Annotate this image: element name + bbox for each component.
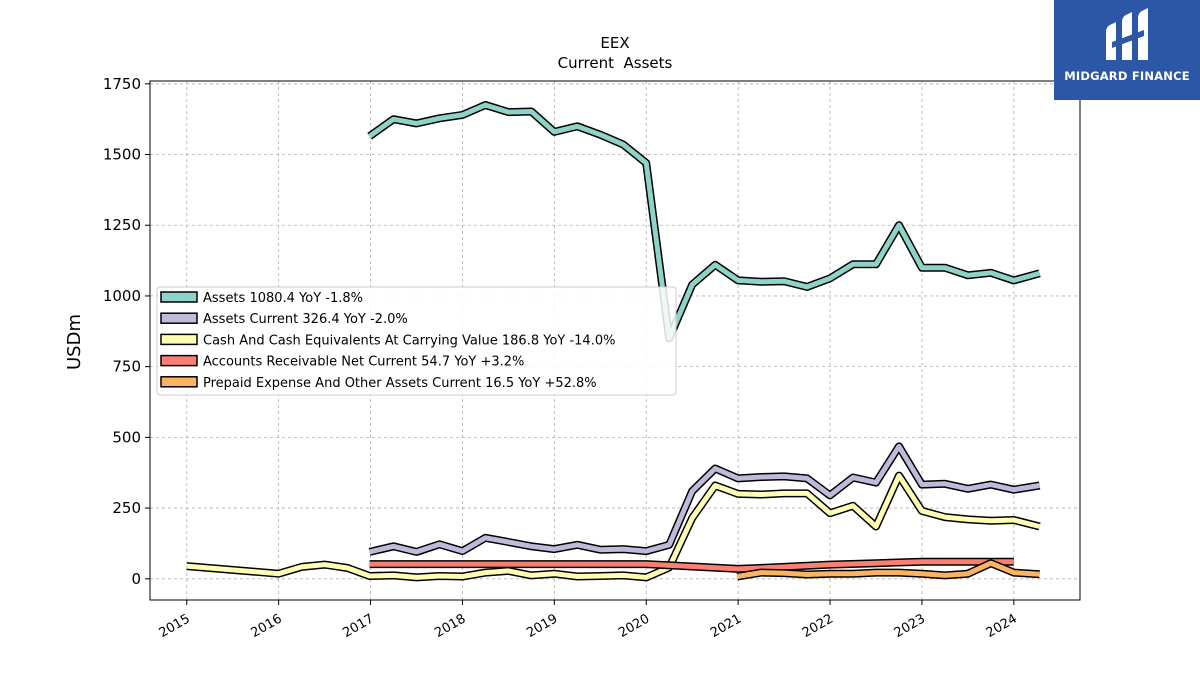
y-tick-label: 1750 xyxy=(103,75,141,93)
brand-name: MIDGARD FINANCE xyxy=(1064,69,1190,83)
legend-swatch xyxy=(160,291,198,303)
chart-title: EEX xyxy=(600,34,629,52)
y-tick-label: 0 xyxy=(131,570,141,588)
chart-subtitle: Current Assets xyxy=(558,54,673,72)
series-3 xyxy=(369,557,1014,573)
y-axis: 0 250 500 750 1000 1250 1500 1750 xyxy=(103,75,150,588)
x-tick-label: 2019 xyxy=(524,611,560,641)
legend-swatch xyxy=(160,333,198,346)
legend-swatch xyxy=(160,354,198,367)
brand-logo: MIDGARD FINANCE xyxy=(1054,0,1200,100)
series-line xyxy=(369,559,1014,572)
y-axis-label: USDm xyxy=(64,314,85,370)
x-tick-label: 2018 xyxy=(432,611,468,641)
x-tick-label: 2022 xyxy=(800,611,836,641)
series-line xyxy=(736,560,1040,579)
legend: Assets 1080.4 YoY -1.8% Assets Current 32… xyxy=(156,286,677,396)
y-tick-label: 250 xyxy=(112,499,141,517)
y-tick-label: 1250 xyxy=(103,216,141,234)
legend-box xyxy=(156,286,677,396)
x-tick-label: 2017 xyxy=(340,611,376,641)
legend-label: Assets Current 326.4 YoY -2.0% xyxy=(203,312,408,327)
series-line xyxy=(368,102,1041,341)
brand-mark-icon xyxy=(1106,8,1148,60)
y-tick-label: 500 xyxy=(112,428,141,446)
legend-label: Prepaid Expense And Other Assets Current… xyxy=(203,376,597,391)
x-tick-label: 2020 xyxy=(616,611,652,641)
series-line xyxy=(369,443,1041,555)
legend-label: Accounts Receivable Net Current 54.7 YoY… xyxy=(203,355,524,370)
series-2 xyxy=(186,471,1041,582)
y-tick-label: 1000 xyxy=(103,287,141,305)
x-tick-label: 2016 xyxy=(248,611,284,641)
legend-label: Assets 1080.4 YoY -1.8% xyxy=(203,291,363,306)
legend-label: Cash And Cash Equivalents At Carrying Va… xyxy=(203,333,615,348)
series-line xyxy=(186,473,1041,580)
y-tick-label: 1500 xyxy=(103,146,141,164)
x-tick-label: 2021 xyxy=(708,611,744,641)
series-layer xyxy=(186,101,1041,582)
x-tick-label: 2023 xyxy=(892,611,928,641)
series-4 xyxy=(736,559,1040,581)
legend-swatch xyxy=(160,376,198,388)
plot-frame xyxy=(149,80,1081,601)
y-tick-label: 750 xyxy=(112,358,141,376)
series-1 xyxy=(368,442,1041,556)
series-0 xyxy=(367,101,1041,343)
legend-swatch xyxy=(160,312,198,324)
x-axis: 2015 2016 2017 2018 2019 2020 2021 2022 2023 2024 xyxy=(157,600,1020,641)
x-tick-label: 2024 xyxy=(984,611,1020,641)
x-tick-label: 2015 xyxy=(157,611,193,641)
